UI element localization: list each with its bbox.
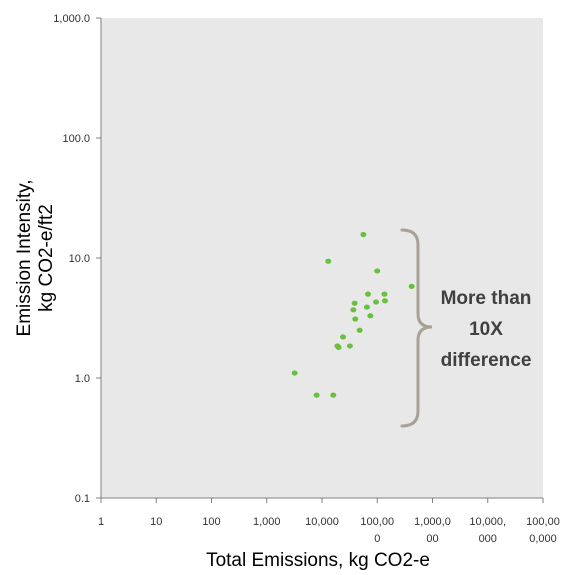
data-point bbox=[325, 258, 332, 264]
data-point bbox=[381, 298, 388, 304]
data-point bbox=[360, 231, 367, 238]
annotation-line-1: More than bbox=[441, 288, 532, 309]
y-tick-label: 10.0 bbox=[69, 253, 90, 265]
data-points bbox=[291, 231, 415, 398]
x-tick-label: 1 bbox=[98, 516, 104, 528]
data-point bbox=[330, 392, 337, 398]
y-tick-label: 100.0 bbox=[62, 133, 90, 145]
data-point bbox=[346, 343, 353, 349]
data-point bbox=[363, 304, 370, 310]
difference-bracket bbox=[400, 228, 433, 428]
data-point bbox=[367, 313, 374, 319]
annotation-line-2: 10X bbox=[469, 319, 503, 340]
data-point bbox=[356, 327, 363, 333]
data-point bbox=[340, 334, 347, 340]
y-axis: 0.1 1.0 10.0 100.0 1,000.0 bbox=[53, 13, 102, 505]
x-tick-label: 100,00 0 bbox=[360, 516, 394, 545]
x-tick-label: 10,000, 000 bbox=[469, 516, 506, 545]
data-point bbox=[374, 268, 381, 274]
y-tick-label: 1.0 bbox=[75, 373, 90, 385]
data-point bbox=[381, 291, 388, 297]
data-point bbox=[408, 283, 415, 289]
plot-area bbox=[101, 18, 543, 498]
data-point bbox=[352, 316, 359, 322]
x-tick-label: 1,000,0 00 bbox=[414, 516, 451, 545]
data-point bbox=[335, 344, 342, 350]
x-tick-label: 1,000 bbox=[253, 516, 281, 528]
x-tick-label: 10,000 bbox=[305, 516, 339, 528]
annotation-line-3: difference bbox=[441, 350, 532, 371]
x-axis: 1 10 100 1,000 10,000 100,00 0 1,000,0 00 10,000,… bbox=[98, 497, 560, 545]
data-point bbox=[291, 370, 298, 376]
x-tick-label: 10 bbox=[150, 516, 162, 528]
x-axis-title: Total Emissions, kg CO2-e bbox=[206, 550, 430, 571]
data-point bbox=[364, 291, 371, 297]
y-axis-title-line-1: Emission Intensity, bbox=[14, 180, 35, 337]
y-tick-label: 1,000.0 bbox=[53, 13, 90, 25]
x-tick-label: 100,00 0,000 bbox=[526, 516, 560, 545]
y-tick-label: 0.1 bbox=[75, 493, 90, 505]
data-point bbox=[313, 392, 320, 398]
data-point bbox=[351, 300, 358, 306]
y-axis-title-line-2: kg CO2-e/ft2 bbox=[36, 204, 57, 312]
x-tick-label: 100 bbox=[202, 516, 220, 528]
data-point bbox=[350, 307, 357, 313]
data-point bbox=[373, 299, 380, 305]
